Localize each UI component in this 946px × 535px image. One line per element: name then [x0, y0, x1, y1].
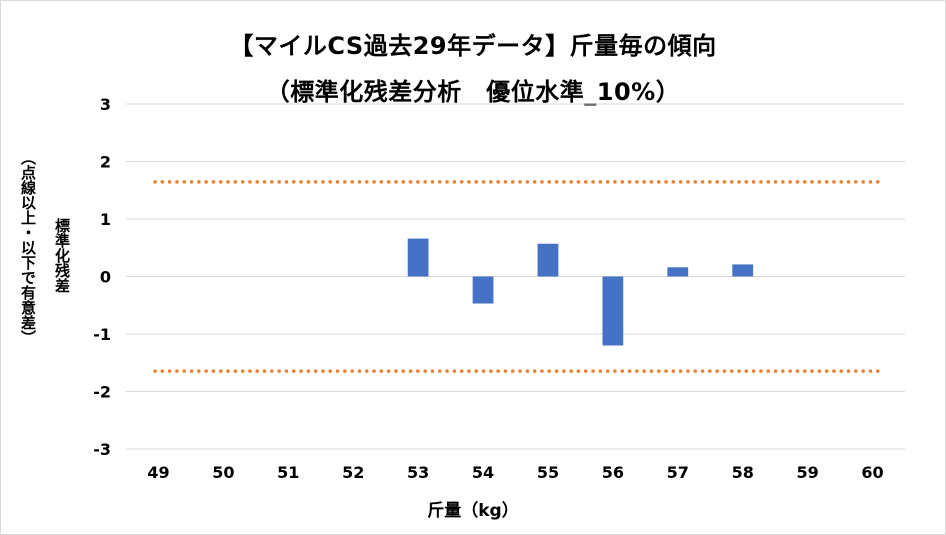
y-tick-labels: 3 2 1 0 -1 -2 -3	[93, 95, 111, 459]
x-tick-label-53: 53	[407, 463, 429, 482]
x-tick-label-55: 55	[537, 463, 559, 482]
x-tick-labels: 49 50 51 52 53 54 55 56 57 58 59 60	[147, 463, 883, 482]
grid-lines	[126, 103, 905, 450]
x-tick-label-57: 57	[667, 463, 689, 482]
bar-58	[732, 264, 754, 277]
bar-54	[472, 276, 494, 304]
threshold-lines	[153, 180, 882, 373]
y-tick-label-2: 1	[100, 210, 111, 229]
chart-subtitle: （標準化残差分析 優位水準_10%）	[265, 78, 681, 106]
x-tick-label-60: 60	[861, 463, 883, 482]
y-axis-sublabel: （点線以上・以下で有意差）	[19, 150, 37, 345]
x-tick-label-54: 54	[472, 463, 494, 482]
y-tick-label-3: 0	[100, 268, 111, 287]
x-tick-label-49: 49	[147, 463, 169, 482]
y-tick-label-4: -1	[93, 325, 111, 344]
y-tick-label-5: -2	[93, 383, 111, 402]
x-tick-label-52: 52	[342, 463, 364, 482]
bar-55	[537, 243, 559, 277]
x-tick-label-59: 59	[796, 463, 818, 482]
bar-56	[602, 276, 624, 346]
y-tick-label-6: -3	[93, 440, 111, 459]
chart-title: 【マイルCS過去29年データ】斤量毎の傾向	[229, 32, 717, 60]
bar-53	[407, 238, 429, 277]
x-tick-label-56: 56	[602, 463, 624, 482]
bar-57	[667, 267, 689, 277]
x-tick-label-51: 51	[277, 463, 299, 482]
x-tick-label-50: 50	[212, 463, 234, 482]
bars	[407, 238, 754, 346]
x-tick-label-58: 58	[732, 463, 754, 482]
x-axis-label: 斤量（kg）	[427, 501, 519, 521]
y-tick-label-0: 3	[100, 95, 111, 114]
y-axis-label: 標準化残差	[53, 218, 71, 293]
y-tick-label-1: 2	[100, 153, 111, 172]
